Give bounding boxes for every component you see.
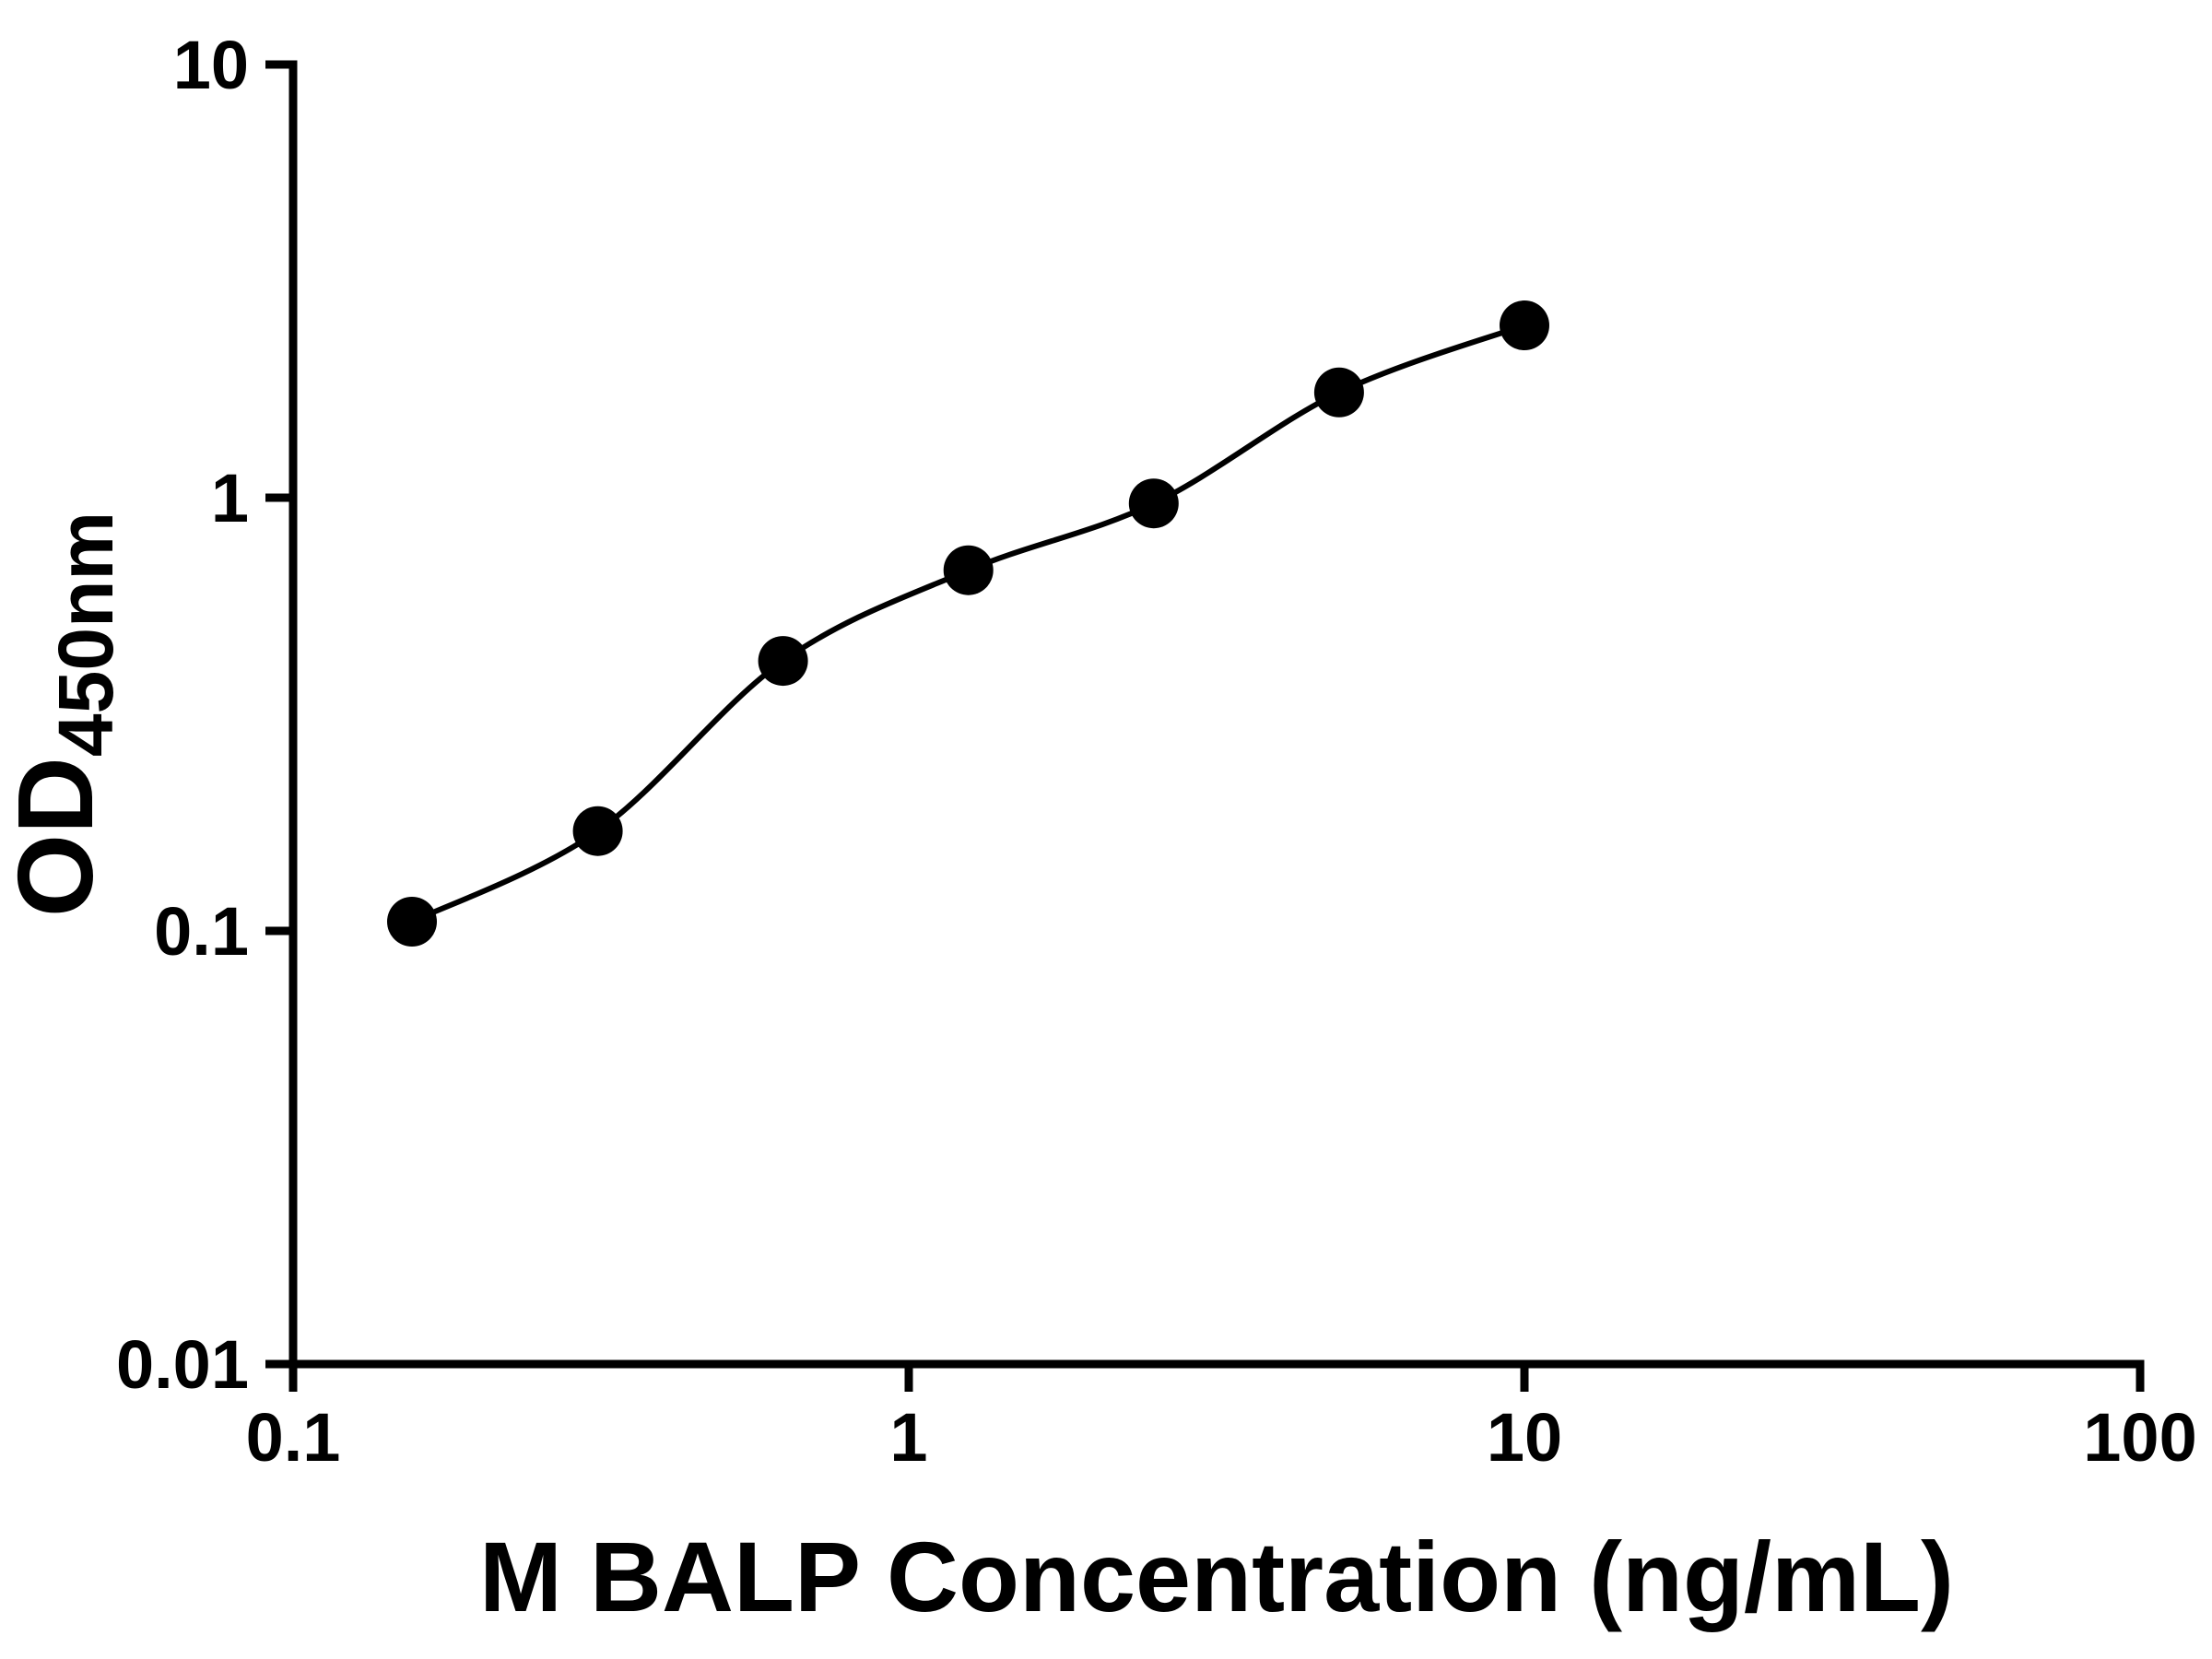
y-axis-title-main: OD [0,757,115,917]
data-point [943,545,994,595]
y-tick-label: 0.1 [154,893,249,970]
y-tick-label: 1 [211,460,249,536]
data-point [1128,478,1179,529]
y-tick-label: 0.01 [116,1326,249,1403]
data-point [1500,300,1549,350]
x-tick-label: 10 [1487,1399,1562,1476]
x-tick-label: 1 [889,1399,927,1476]
axes [288,60,2145,1369]
x-axis-title: M BALP Concentration (ng/mL) [479,1521,1954,1632]
y-axis-title: OD450nm [0,512,129,917]
y-axis-title-subscript: 450nm [42,512,129,757]
data-point [758,636,808,687]
x-tick-label: 100 [2083,1399,2196,1476]
y-tick-label: 10 [173,27,249,103]
x-tick-label: 0.1 [246,1399,341,1476]
data-point [387,897,437,947]
data-point [572,806,623,856]
data-point [1313,367,1364,418]
